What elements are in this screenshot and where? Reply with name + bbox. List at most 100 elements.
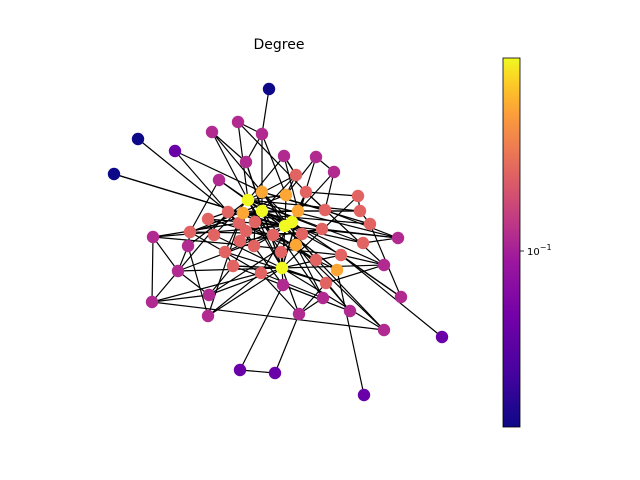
network-edge	[151, 301, 385, 331]
network-edge	[211, 131, 249, 201]
network-node	[171, 264, 185, 278]
network-node	[241, 193, 255, 207]
network-node	[289, 238, 303, 252]
network-node	[330, 263, 344, 277]
network-node	[356, 236, 370, 250]
network-node	[201, 212, 215, 226]
network-node	[391, 231, 405, 245]
network-node	[377, 258, 391, 272]
network-edge	[218, 179, 263, 212]
network-node	[363, 217, 377, 231]
network-edge	[187, 245, 209, 317]
network-node	[285, 215, 299, 229]
network-node	[255, 127, 269, 141]
network-node	[353, 204, 367, 218]
network-edge	[232, 265, 283, 269]
network-edge	[177, 270, 210, 296]
network-node	[233, 363, 247, 377]
network-node	[207, 228, 221, 242]
network-node	[318, 203, 332, 217]
network-node	[205, 125, 219, 139]
network-edge	[340, 254, 385, 266]
network-node	[291, 204, 305, 218]
network-edge	[213, 199, 249, 236]
network-edge	[152, 236, 179, 272]
network-node	[274, 245, 288, 259]
network-node	[315, 222, 329, 236]
network-edge	[324, 171, 335, 211]
network-edge	[174, 150, 263, 193]
network-node	[334, 248, 348, 262]
network-node	[181, 239, 195, 253]
network-node	[248, 215, 262, 229]
network-edge	[208, 267, 283, 296]
network-node	[107, 167, 121, 181]
network-node	[212, 173, 226, 187]
network-edge	[189, 179, 220, 233]
network-node	[394, 290, 408, 304]
network-node	[289, 168, 303, 182]
network-edge	[207, 222, 240, 317]
network-node	[292, 307, 306, 321]
network-node	[266, 228, 280, 242]
network-edge	[211, 131, 263, 193]
network-node	[309, 253, 323, 267]
network-node	[299, 185, 313, 199]
network-edge	[208, 233, 303, 296]
network-node	[226, 259, 240, 273]
network-edge	[261, 88, 270, 135]
network-node	[146, 230, 160, 244]
network-edge	[325, 264, 385, 284]
colorbar-tick-label: 10−1	[527, 243, 552, 258]
network-edge	[239, 284, 284, 371]
network-edge	[151, 211, 229, 303]
network-node	[351, 189, 365, 203]
network-node	[377, 323, 391, 337]
network-edge	[260, 272, 324, 299]
network-node	[262, 82, 276, 96]
network-edge	[291, 221, 402, 298]
network-node	[357, 388, 371, 402]
network-edge	[324, 209, 399, 239]
network-node	[275, 261, 289, 275]
network-node	[239, 224, 253, 238]
network-edge	[247, 199, 364, 244]
network-edge	[187, 199, 249, 247]
network-node	[327, 165, 341, 179]
network-nodes	[107, 82, 449, 402]
network-node	[239, 155, 253, 169]
network-edges	[113, 88, 443, 396]
network-node	[276, 278, 290, 292]
network-edge	[247, 199, 282, 253]
network-edge	[340, 254, 443, 338]
network-node	[316, 291, 330, 305]
network-node	[268, 366, 282, 380]
network-node	[233, 234, 247, 248]
network-node	[231, 115, 245, 129]
network-node	[232, 216, 246, 230]
network-node	[201, 309, 215, 323]
network-edge	[295, 244, 324, 299]
network-edge	[208, 265, 234, 296]
network-edge	[207, 272, 262, 317]
network-edge	[151, 236, 154, 303]
network-edge	[321, 228, 399, 239]
network-node	[254, 266, 268, 280]
network-node	[183, 225, 197, 239]
network-edge	[336, 269, 365, 396]
network-node	[247, 239, 261, 253]
colorbar-gradient	[502, 57, 521, 428]
network-edge	[151, 294, 210, 303]
network-edge	[281, 267, 300, 315]
network-node	[236, 206, 250, 220]
network-edge	[261, 210, 324, 299]
network-edge	[213, 234, 283, 269]
network-node	[435, 330, 449, 344]
chart-title: Degree	[254, 37, 305, 53]
network-node	[145, 295, 159, 309]
network-node	[295, 227, 309, 241]
network-edge	[281, 267, 385, 331]
network-edge	[247, 199, 399, 239]
network-node	[343, 304, 357, 318]
